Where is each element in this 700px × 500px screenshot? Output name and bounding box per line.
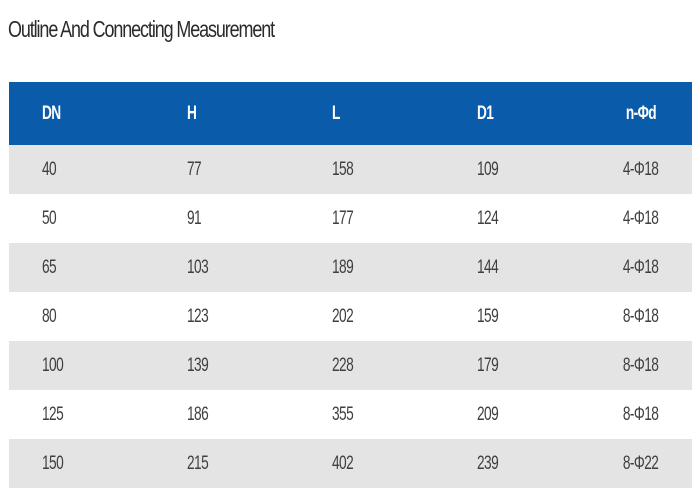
cell-n-phid: 8-Φ18 <box>589 390 692 439</box>
cell-l-value: 177 <box>332 207 354 229</box>
cell-d1-value: 209 <box>477 403 499 425</box>
cell-h: 139 <box>154 341 299 390</box>
cell-h-value: 103 <box>187 256 209 278</box>
cell-dn: 150 <box>9 439 154 488</box>
header-dn: DN <box>9 82 154 145</box>
cell-dn: 100 <box>9 341 154 390</box>
cell-l-value: 202 <box>332 305 354 327</box>
cell-h-value: 123 <box>187 305 209 327</box>
table-row: 80 123 202 159 8-Φ18 <box>9 292 692 341</box>
cell-h: 186 <box>154 390 299 439</box>
cell-dn-value: 80 <box>42 305 57 327</box>
table-body: 40 77 158 109 4-Φ18 50 91 177 124 4-Φ18 65 103 189 14… <box>9 145 692 488</box>
cell-h-value: 186 <box>187 403 209 425</box>
cell-h-value: 77 <box>187 158 202 180</box>
cell-n-phid: 8-Φ18 <box>589 292 692 341</box>
header-d1: D1 <box>444 82 589 145</box>
table-row: 100 139 228 179 8-Φ18 <box>9 341 692 390</box>
cell-n-phid-value: 8-Φ18 <box>622 403 659 425</box>
cell-d1: 109 <box>444 145 589 194</box>
cell-dn: 50 <box>9 194 154 243</box>
cell-h: 77 <box>154 145 299 194</box>
cell-h: 215 <box>154 439 299 488</box>
table-header: DN H L D1 n-Φd <box>9 82 692 145</box>
cell-h: 123 <box>154 292 299 341</box>
cell-l: 202 <box>299 292 444 341</box>
cell-n-phid-value: 4-Φ18 <box>622 158 659 180</box>
cell-l-value: 189 <box>332 256 354 278</box>
table-row: 150 215 402 239 8-Φ22 <box>9 439 692 488</box>
cell-n-phid: 4-Φ18 <box>589 145 692 194</box>
cell-h: 103 <box>154 243 299 292</box>
cell-d1: 159 <box>444 292 589 341</box>
cell-l-value: 402 <box>332 452 354 474</box>
cell-n-phid: 8-Φ22 <box>589 439 692 488</box>
cell-dn-value: 100 <box>42 354 64 376</box>
cell-l-value: 158 <box>332 158 354 180</box>
header-dn-label: DN <box>42 102 61 124</box>
cell-l: 189 <box>299 243 444 292</box>
cell-d1: 239 <box>444 439 589 488</box>
cell-l: 228 <box>299 341 444 390</box>
cell-d1-value: 144 <box>477 256 499 278</box>
cell-n-phid: 8-Φ18 <box>589 341 692 390</box>
cell-dn: 80 <box>9 292 154 341</box>
cell-n-phid-value: 4-Φ18 <box>622 256 659 278</box>
cell-l: 158 <box>299 145 444 194</box>
cell-dn-value: 65 <box>42 256 57 278</box>
cell-d1: 144 <box>444 243 589 292</box>
cell-l: 177 <box>299 194 444 243</box>
cell-h-value: 91 <box>187 207 202 229</box>
table-row: 65 103 189 144 4-Φ18 <box>9 243 692 292</box>
table-row: 125 186 355 209 8-Φ18 <box>9 390 692 439</box>
page-title: Outline And Connecting Measurement <box>8 16 275 42</box>
cell-dn: 40 <box>9 145 154 194</box>
cell-d1: 124 <box>444 194 589 243</box>
cell-d1: 209 <box>444 390 589 439</box>
cell-dn-value: 40 <box>42 158 57 180</box>
cell-d1-value: 109 <box>477 158 499 180</box>
cell-l: 402 <box>299 439 444 488</box>
header-d1-label: D1 <box>477 102 494 124</box>
table-row: 40 77 158 109 4-Φ18 <box>9 145 692 194</box>
cell-d1: 179 <box>444 341 589 390</box>
cell-l-value: 355 <box>332 403 354 425</box>
cell-n-phid-value: 8-Φ18 <box>622 354 659 376</box>
cell-dn: 65 <box>9 243 154 292</box>
header-h-label: H <box>187 102 197 124</box>
cell-dn-value: 125 <box>42 403 64 425</box>
table-row: 50 91 177 124 4-Φ18 <box>9 194 692 243</box>
cell-d1-value: 179 <box>477 354 499 376</box>
measurement-table: DN H L D1 n-Φd 40 77 158 109 4-Φ18 50 91 177 124… <box>9 82 692 488</box>
cell-dn-value: 150 <box>42 452 64 474</box>
cell-h-value: 215 <box>187 452 209 474</box>
cell-l-value: 228 <box>332 354 354 376</box>
header-row: DN H L D1 n-Φd <box>9 82 692 145</box>
cell-n-phid-value: 4-Φ18 <box>622 207 659 229</box>
cell-n-phid-value: 8-Φ18 <box>622 305 659 327</box>
cell-dn-value: 50 <box>42 207 57 229</box>
cell-dn: 125 <box>9 390 154 439</box>
header-n-phid: n-Φd <box>589 82 692 145</box>
cell-h-value: 139 <box>187 354 209 376</box>
header-l-label: L <box>332 102 340 124</box>
cell-n-phid: 4-Φ18 <box>589 194 692 243</box>
cell-n-phid: 4-Φ18 <box>589 243 692 292</box>
cell-n-phid-value: 8-Φ22 <box>622 452 659 474</box>
cell-d1-value: 239 <box>477 452 499 474</box>
header-h: H <box>154 82 299 145</box>
cell-d1-value: 124 <box>477 207 499 229</box>
header-l: L <box>299 82 444 145</box>
cell-l: 355 <box>299 390 444 439</box>
header-n-phid-label: n-Φd <box>625 102 656 124</box>
cell-d1-value: 159 <box>477 305 499 327</box>
cell-h: 91 <box>154 194 299 243</box>
